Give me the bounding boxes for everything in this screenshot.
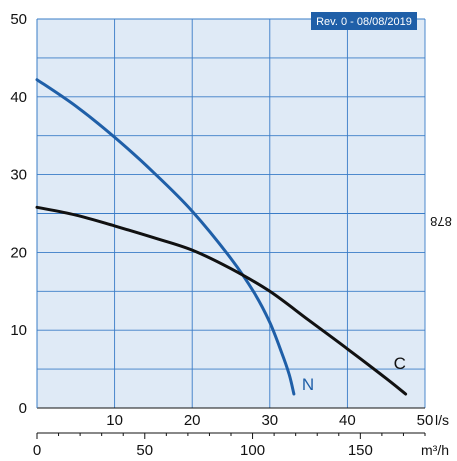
x-tick-label: 20 (184, 412, 201, 429)
secondary-x-tick-label: 50 (136, 442, 153, 459)
x-axis-tick-labels: 10 20 30 40 50 (106, 412, 433, 429)
y-axis-tick-labels: 0 10 20 30 40 50 (10, 11, 27, 417)
secondary-x-axis-tick-labels: 0 50 100 150 (33, 432, 426, 459)
curves: NC (35, 78, 408, 396)
x-tick-label: 10 (106, 412, 123, 429)
x-tick-label: 40 (339, 412, 356, 429)
secondary-x-tick-label: 150 (348, 442, 373, 459)
curve-C (35, 205, 408, 396)
revision-badge-background (311, 12, 417, 30)
x-axis-unit-label: l/s (435, 412, 449, 428)
revision-badge-text: Rev. 0 - 08/08/2019 (316, 16, 412, 28)
x-tick-label: 30 (261, 412, 278, 429)
y-tick-label: 0 (19, 400, 27, 417)
y-tick-label: 10 (10, 322, 27, 339)
y-tick-label: 20 (10, 244, 27, 261)
secondary-x-tick-label: 100 (240, 442, 265, 459)
secondary-x-tick-label: 0 (33, 442, 41, 459)
revision-badge: Rev. 0 - 08/08/2019 (311, 12, 417, 30)
secondary-x-axis-unit-label: m³/h (421, 442, 449, 458)
side-code: 878 (430, 214, 452, 229)
y-tick-label: 40 (10, 89, 27, 106)
curve-N (35, 78, 296, 396)
y-tick-label: 50 (10, 11, 27, 28)
x-tick-label: 50 (417, 412, 434, 429)
curve-label-C: C (394, 354, 406, 373)
y-tick-label: 30 (10, 167, 27, 184)
curve-label-N: N (302, 375, 314, 394)
